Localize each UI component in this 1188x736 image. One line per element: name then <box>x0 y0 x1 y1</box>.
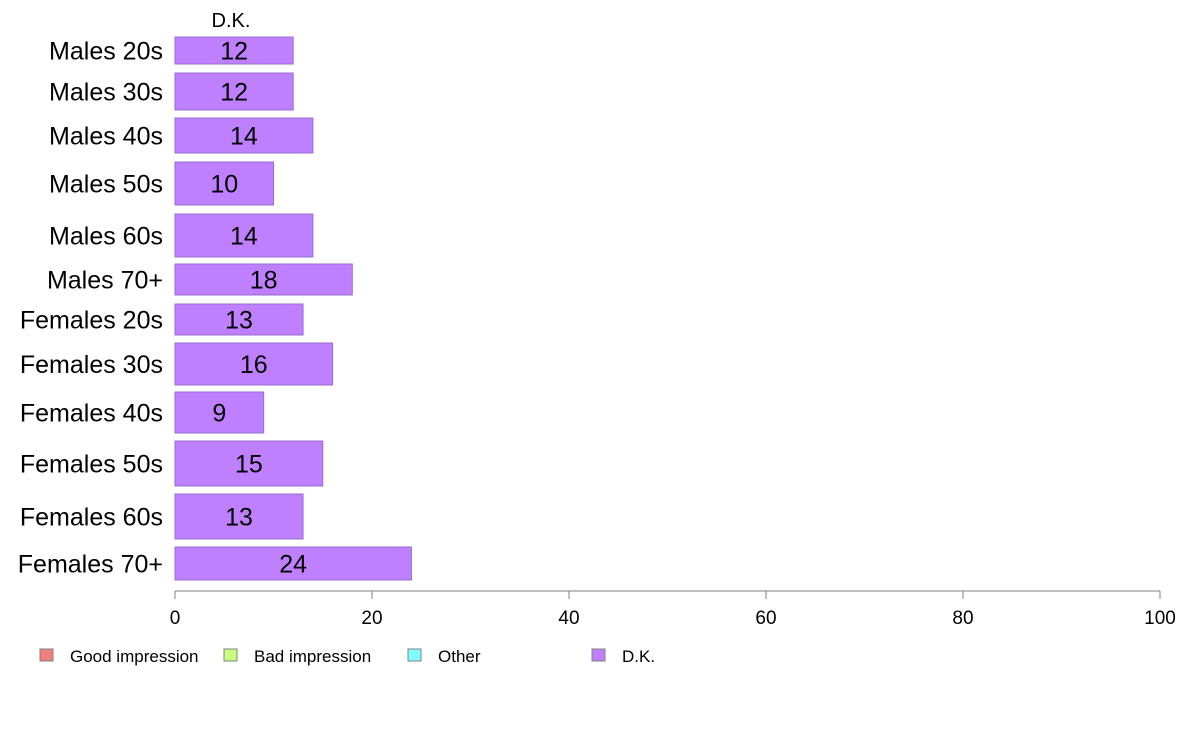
category-labels: Males 20s Males 30s Males 40s Males 50s Male… <box>18 38 163 579</box>
bar-d-k--0 <box>174 36 294 65</box>
data-label: 14 <box>230 123 258 151</box>
legend-label: Bad impression <box>254 647 371 666</box>
x-tick-label: 20 <box>361 608 382 629</box>
legend-swatch <box>39 648 54 662</box>
x-tick-label: 100 <box>1144 608 1176 629</box>
legend-label: D.K. <box>622 647 655 666</box>
x-tick-label: 40 <box>558 608 579 629</box>
x-tick-label: 0 <box>170 608 181 629</box>
data-label: 16 <box>240 351 268 379</box>
bar-d-k--1 <box>174 72 294 111</box>
legend-label: Good impression <box>70 647 199 666</box>
data-label: 12 <box>220 79 248 107</box>
category-label: Females 20s <box>20 307 163 335</box>
bar-d-k--10 <box>174 493 304 540</box>
legend: Good impression Bad impression Other D.K. <box>39 647 655 666</box>
data-label: 12 <box>220 38 248 66</box>
category-label: Males 20s <box>49 38 163 66</box>
data-label: 24 <box>279 551 307 579</box>
x-tick-label: 60 <box>755 608 776 629</box>
bar-d-k--7 <box>174 342 334 386</box>
bar-d-k--2 <box>174 117 314 154</box>
data-label: 14 <box>230 223 258 251</box>
legend-label: Other <box>438 647 481 666</box>
category-label: Females 30s <box>20 351 163 379</box>
bar-d-k--6 <box>174 303 304 336</box>
bars-group: 12 12 14 10 14 18 13 16 9 15 13 24 <box>174 36 412 581</box>
bar-d-k--5 <box>174 263 353 296</box>
category-label: Males 40s <box>49 123 163 151</box>
category-label: Females 60s <box>20 504 163 532</box>
data-label: 13 <box>225 504 253 532</box>
legend-swatch <box>223 648 238 662</box>
legend-swatch <box>591 648 606 662</box>
data-label: 15 <box>235 451 263 479</box>
category-label: Males 60s <box>49 223 163 251</box>
category-label: Females 70+ <box>18 551 163 579</box>
column-title: D.K. <box>212 10 251 32</box>
category-label: Males 50s <box>49 171 163 199</box>
bar-d-k--9 <box>174 440 324 487</box>
legend-swatch <box>407 648 422 662</box>
bar-d-k--8 <box>174 391 265 434</box>
category-label: Females 50s <box>20 451 163 479</box>
data-label: 13 <box>225 307 253 335</box>
category-label: Males 70+ <box>47 267 163 295</box>
bar-d-k--4 <box>174 213 314 258</box>
x-tick-label: 80 <box>952 608 973 629</box>
x-axis: 0 20 40 60 80 100 <box>170 590 1176 629</box>
data-label: 18 <box>250 267 278 295</box>
bar-d-k--3 <box>174 161 274 206</box>
bar-d-k--11 <box>174 546 412 581</box>
data-label: 9 <box>212 400 226 428</box>
category-label: Females 40s <box>20 400 163 428</box>
data-label: 10 <box>210 171 238 199</box>
category-label: Males 30s <box>49 79 163 107</box>
